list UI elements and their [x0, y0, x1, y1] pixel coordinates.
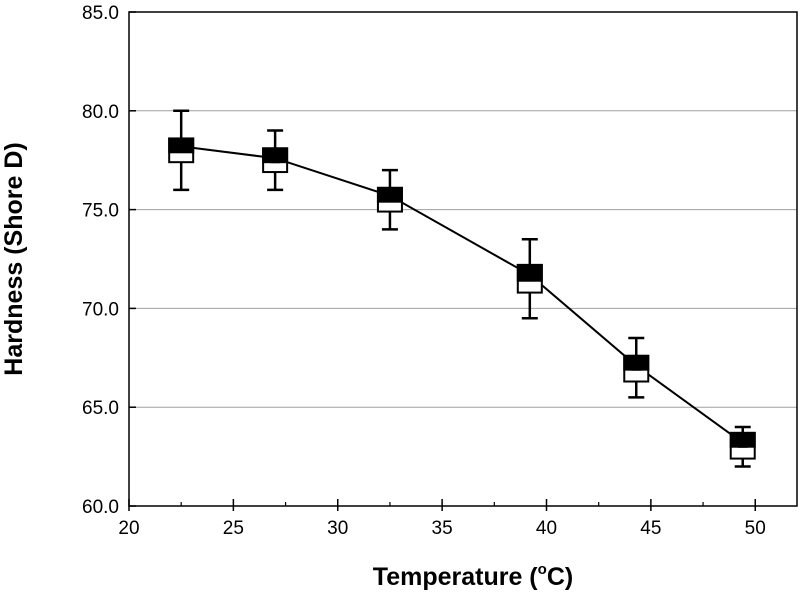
mean-marker	[176, 141, 187, 152]
x-axis-title: Temperature (oC)	[373, 561, 573, 591]
box-plot	[729, 425, 756, 468]
mean-marker	[631, 360, 642, 371]
y-axis: 60.0 65.0 70.0 75.0 80.0 85.0	[82, 3, 136, 518]
series-hardness	[168, 109, 756, 468]
x-tick-label: 20	[118, 518, 139, 539]
x-tick-label: 25	[223, 518, 244, 539]
y-axis-title: Hardness (Shore D)	[0, 142, 28, 375]
x-tick-label: 35	[432, 518, 453, 539]
x-tick-label: 30	[327, 518, 348, 539]
plot-frame	[128, 11, 798, 507]
mean-marker	[384, 190, 395, 201]
x-axis: 20 25 30 35 40 45 50	[118, 499, 766, 539]
x-tick-label: 40	[536, 518, 557, 539]
y-tick-label: 70.0	[82, 299, 119, 320]
mean-marker	[524, 269, 535, 280]
y-tick-label: 65.0	[82, 398, 119, 419]
y-tick-label: 80.0	[82, 102, 119, 123]
box-plot	[623, 336, 650, 399]
x-tick-label: 45	[640, 518, 661, 539]
box-plot	[516, 237, 543, 320]
mean-marker	[270, 153, 281, 164]
box-plot	[376, 168, 403, 231]
series-line	[181, 145, 744, 444]
box-plot	[262, 129, 289, 192]
mean-marker	[737, 437, 748, 448]
y-tick-label: 75.0	[82, 201, 119, 222]
grid-lines	[129, 110, 797, 408]
x-tick-label: 50	[745, 518, 766, 539]
box-plot	[168, 109, 195, 192]
y-tick-label: 85.0	[82, 3, 119, 24]
y-tick-label: 60.0	[82, 497, 119, 518]
